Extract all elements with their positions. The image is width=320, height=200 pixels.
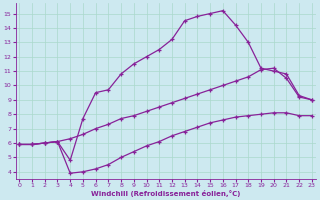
X-axis label: Windchill (Refroidissement éolien,°C): Windchill (Refroidissement éolien,°C)	[91, 190, 240, 197]
